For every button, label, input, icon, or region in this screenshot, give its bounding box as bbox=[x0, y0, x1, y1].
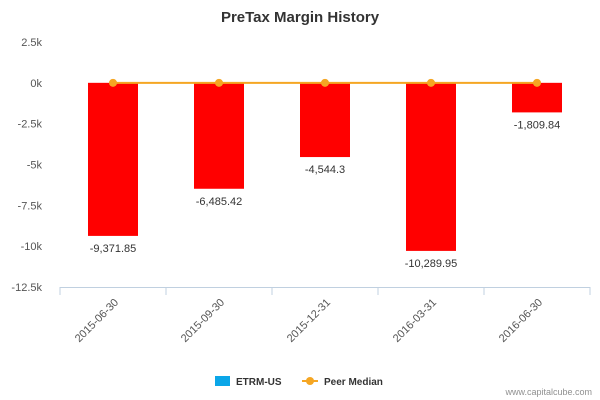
bar-series bbox=[88, 82, 562, 251]
legend-swatch-etrm bbox=[215, 376, 230, 386]
bar-data-label: -9,371.85 bbox=[90, 243, 136, 255]
legend-swatch-peer-marker bbox=[306, 377, 314, 385]
peer-median-point bbox=[215, 78, 223, 87]
data-labels: -9,371.85 -6,485.42 -4,544.3 -10,289.95 -1,8… bbox=[90, 119, 560, 270]
legend-label-etrm: ETRM-US bbox=[236, 377, 282, 388]
bar bbox=[194, 82, 244, 189]
legend: ETRM-US Peer Median bbox=[215, 376, 383, 388]
y-tick-label: -5k bbox=[27, 160, 43, 172]
x-tick-label: 2016-06-30 bbox=[497, 297, 545, 345]
credit-text: www.capitalcube.com bbox=[504, 387, 592, 397]
peer-median-point bbox=[321, 78, 329, 87]
legend-label-peer-median: Peer Median bbox=[324, 377, 383, 388]
chart-title: PreTax Margin History bbox=[221, 9, 380, 26]
peer-median-point bbox=[427, 78, 435, 87]
y-tick-label: -7.5k bbox=[18, 200, 43, 212]
x-tick-label: 2015-12-31 bbox=[285, 297, 333, 345]
y-tick-label: -10k bbox=[21, 241, 43, 253]
y-axis: 2.5k 0k -2.5k -5k -7.5k -10k -12.5k bbox=[11, 37, 42, 294]
bar bbox=[512, 82, 562, 113]
bar bbox=[88, 82, 138, 236]
x-tick-label: 2015-06-30 bbox=[73, 297, 121, 345]
bar bbox=[300, 82, 350, 158]
peer-median-series bbox=[109, 78, 541, 87]
x-tick-label: 2016-03-31 bbox=[391, 297, 439, 345]
y-tick-label: 0k bbox=[30, 78, 42, 90]
bar-data-label: -6,485.42 bbox=[196, 196, 242, 208]
bar-data-label: -1,809.84 bbox=[514, 119, 560, 131]
x-axis: 2015-06-30 2015-09-30 2015-12-31 2016-03-31… bbox=[59, 287, 591, 345]
peer-median-point bbox=[533, 78, 541, 87]
x-tick-label: 2015-09-30 bbox=[179, 297, 227, 345]
bar-data-label: -10,289.95 bbox=[405, 258, 458, 270]
y-tick-label: -2.5k bbox=[18, 119, 43, 131]
peer-median-point bbox=[109, 78, 117, 87]
bar bbox=[406, 82, 456, 251]
y-tick-label: -12.5k bbox=[11, 282, 42, 294]
y-tick-label: 2.5k bbox=[21, 37, 42, 49]
bar-data-label: -4,544.3 bbox=[305, 164, 345, 176]
